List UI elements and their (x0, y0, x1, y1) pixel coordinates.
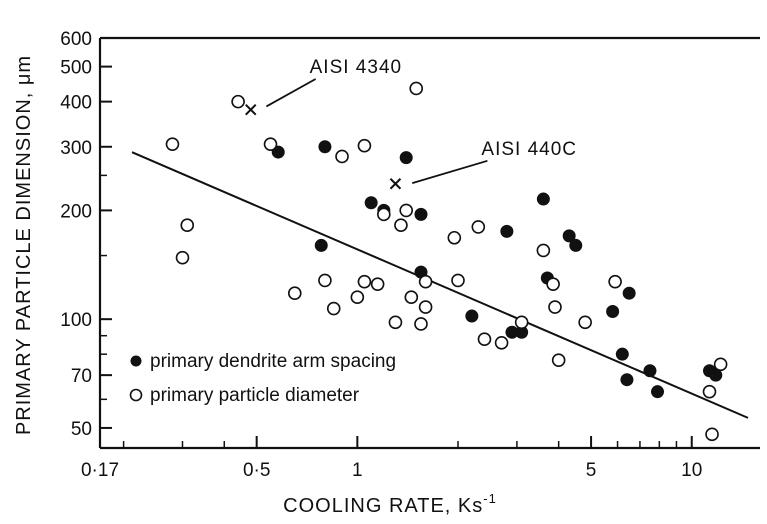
annotation-leader (265, 78, 317, 108)
open-point (165, 137, 180, 151)
y-tick-label: 500 (60, 58, 92, 79)
open-point (418, 300, 433, 314)
annotations: AISI 4340 AISI 440C (265, 57, 577, 184)
filled-point (314, 238, 328, 252)
y-tick-label: 300 (60, 138, 92, 159)
open-point (287, 286, 302, 300)
open-point (536, 243, 551, 258)
open-point (370, 277, 385, 291)
x-axis-title-text: COOLING RATE, Ks (283, 495, 483, 517)
y-tick-label: 400 (60, 93, 92, 114)
open-point (318, 273, 332, 288)
filled-point (615, 347, 629, 361)
axis-titles: COOLING RATE, Ks-1 PRIMARY PARTICLE DIMEN… (13, 55, 497, 517)
filled-point (622, 286, 636, 300)
y-tick-label: 100 (60, 310, 92, 331)
open-point (404, 290, 419, 305)
open-point (377, 207, 391, 222)
open-point (494, 336, 509, 350)
legend: primary dendrite arm spacing primary part… (129, 351, 396, 406)
filled-point (271, 145, 285, 159)
annotation-leader (412, 159, 488, 184)
y-tick-label: 200 (60, 201, 92, 222)
y-axis-title: PRIMARY PARTICLE DIMENSION, μm (13, 55, 35, 435)
open-point (175, 250, 190, 265)
open-point (418, 274, 433, 289)
open-point (702, 384, 717, 399)
x-point (389, 178, 402, 190)
filled-point (500, 224, 514, 238)
open-point (357, 274, 372, 289)
filled-point (709, 368, 723, 382)
open-point (546, 277, 560, 291)
filled-point (414, 207, 428, 221)
open-point (335, 149, 349, 164)
open-point (477, 332, 492, 347)
filled-point (364, 196, 378, 210)
open-point (350, 290, 365, 305)
open-point (713, 357, 728, 372)
axis-ticks: 50 70 100 200 300 400 500 600 0·17 0·5 1 5 10 (60, 29, 702, 481)
y-tick-label: 600 (60, 29, 92, 50)
x-axis-title-exponent: -1 (483, 491, 497, 506)
open-point (705, 427, 719, 442)
filled-point (643, 364, 657, 378)
x-tick-label: 5 (586, 460, 597, 481)
open-point (326, 301, 341, 316)
x-tick-label: 1 (352, 460, 363, 481)
open-point (578, 315, 592, 330)
legend-label: primary dendrite arm spacing (150, 351, 396, 372)
x-point (245, 103, 257, 116)
open-point (451, 273, 465, 288)
filled-point (399, 151, 413, 165)
plot-frame (98, 36, 760, 450)
filled-point (569, 238, 583, 252)
x-tick-label: 0·5 (243, 460, 270, 481)
filled-point (651, 385, 665, 399)
open-point (548, 300, 562, 314)
open-point (551, 353, 566, 367)
y-tick-label: 50 (71, 419, 92, 440)
filled-point (536, 192, 550, 206)
open-point (608, 274, 622, 289)
x-axis-title: COOLING RATE, Ks-1 (283, 491, 497, 517)
filled-point (465, 309, 479, 323)
filled-point (318, 140, 332, 154)
x-tick-label: 10 (681, 460, 702, 481)
open-point (447, 230, 462, 245)
open-point (180, 218, 195, 232)
filled-point (606, 305, 620, 319)
y-tick-label: 70 (71, 366, 92, 387)
legend-label: primary particle diameter (150, 385, 360, 406)
annotation-label: AISI 4340 (310, 57, 402, 78)
open-point (471, 220, 486, 234)
open-point (514, 315, 529, 330)
trend-line (131, 151, 749, 419)
open-point (357, 138, 372, 153)
annotation-label: AISI 440C (481, 139, 577, 160)
open-point (394, 218, 408, 232)
open-point (399, 203, 414, 218)
trend-line-layer (131, 151, 749, 419)
data-points (165, 81, 728, 442)
legend-marker-filled (130, 355, 142, 367)
open-point (409, 81, 424, 96)
open-point (414, 317, 428, 331)
open-point (231, 94, 245, 109)
open-point (263, 137, 278, 151)
filled-point (562, 229, 576, 243)
x-tick-label: 0·17 (81, 460, 119, 481)
legend-marker-open (129, 388, 143, 402)
filled-point (620, 373, 634, 387)
open-point (388, 315, 403, 330)
